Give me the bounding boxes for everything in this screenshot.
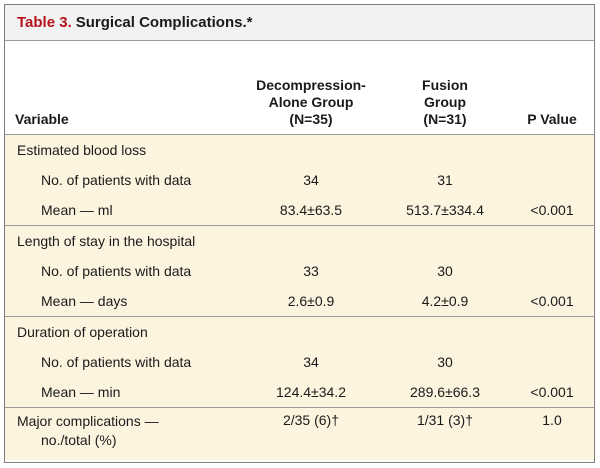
table-row: Mean — days 2.6±0.9 4.2±0.9 <0.001 (5, 286, 594, 316)
decompression-value: 83.4±63.5 (279, 202, 343, 218)
row-label: Mean — days (41, 293, 128, 309)
fusion-value: 31 (437, 172, 453, 188)
decompression-value: 2/35 (6)† (282, 412, 340, 428)
table-header: Variable Decompression- Alone Group (N=3… (5, 41, 594, 135)
table-row: Duration of operation (5, 317, 594, 347)
section-major-complications: Major complications — no./total (%) 2/35… (5, 407, 594, 460)
table-title: Table 3. Surgical Complications.* (5, 5, 594, 41)
header-fusion-group: Fusion Group (N=31) (385, 77, 505, 128)
fusion-value: 30 (437, 263, 453, 279)
decompression-value: 34 (303, 172, 319, 188)
table-row: Major complications — no./total (%) 2/35… (5, 408, 594, 460)
header-p-value: P Value (527, 111, 577, 127)
row-label: No. of patients with data (41, 354, 192, 370)
major-complications-label-line1: Major complications — (17, 413, 159, 429)
table-frame: Table 3. Surgical Complications.* Variab… (4, 4, 595, 463)
header-decompression-group: Decompression- Alone Group (N=35) (241, 77, 381, 128)
header-fusion-line1: Fusion (422, 77, 468, 93)
p-value: 1.0 (542, 412, 562, 428)
decompression-value: 124.4±34.2 (276, 384, 346, 400)
row-label: Mean — ml (41, 202, 113, 218)
p-value: <0.001 (530, 202, 574, 218)
fusion-value: 513.7±334.4 (406, 202, 484, 218)
header-fusion-line2: Group (424, 94, 466, 110)
table-row: No. of patients with data 34 31 (5, 165, 594, 195)
fusion-value: 30 (437, 354, 453, 370)
table-row: Mean — min 124.4±34.2 289.6±66.3 <0.001 (5, 377, 594, 407)
table-row: No. of patients with data 33 30 (5, 256, 594, 286)
header-decompression-line1: Decompression- (256, 77, 366, 93)
p-value: <0.001 (530, 384, 574, 400)
table-title-text: Surgical Complications.* (75, 14, 253, 31)
header-decompression-line2: Alone Group (268, 94, 354, 110)
decompression-value: 2.6±0.9 (287, 293, 335, 309)
major-complications-label-line2: no./total (%) (41, 432, 117, 448)
table-row: Length of stay in the hospital (5, 226, 594, 256)
p-value: <0.001 (530, 293, 574, 309)
header-fusion-line3: (N=31) (423, 111, 467, 127)
section-label: Duration of operation (17, 324, 148, 340)
row-label: Mean — min (41, 384, 121, 400)
section-duration-of-operation: Duration of operation No. of patients wi… (5, 316, 594, 407)
section-length-of-stay: Length of stay in the hospital No. of pa… (5, 225, 594, 316)
section-blood-loss: Estimated blood loss No. of patients wit… (5, 135, 594, 225)
table-number: Table 3. (17, 14, 72, 31)
fusion-value: 289.6±66.3 (410, 384, 480, 400)
table-row: Mean — ml 83.4±63.5 513.7±334.4 <0.001 (5, 195, 594, 225)
row-label: No. of patients with data (41, 263, 192, 279)
section-label: Estimated blood loss (17, 142, 147, 158)
row-label: No. of patients with data (41, 172, 192, 188)
fusion-value: 4.2±0.9 (421, 293, 469, 309)
header-decompression-line3: (N=35) (289, 111, 333, 127)
fusion-value: 1/31 (3)† (416, 412, 474, 428)
decompression-value: 33 (303, 263, 319, 279)
header-variable: Variable (15, 111, 69, 127)
major-complications-label: Major complications — no./total (%) (17, 412, 159, 450)
section-label: Length of stay in the hospital (17, 233, 196, 249)
table-row: Estimated blood loss (5, 135, 594, 165)
table-row: No. of patients with data 34 30 (5, 347, 594, 377)
decompression-value: 34 (303, 354, 319, 370)
